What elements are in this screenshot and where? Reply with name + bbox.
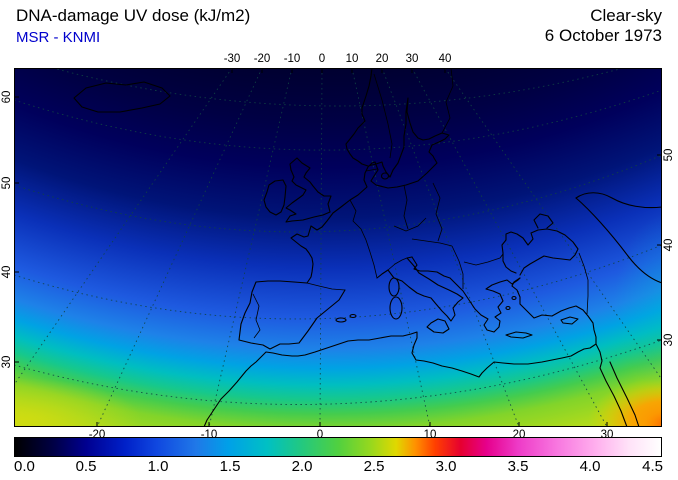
country-borders <box>252 68 589 339</box>
axis-label-left: 60 <box>1 90 13 104</box>
coast-caspian-west <box>575 197 662 284</box>
condition-label: Clear-sky <box>590 6 662 25</box>
coast-corsica <box>388 277 400 297</box>
colorbar-label: 1.5 <box>219 458 241 475</box>
graticule <box>14 68 662 427</box>
axis-ticks <box>14 68 662 427</box>
coast-zealand <box>380 172 390 180</box>
map-border <box>14 68 662 427</box>
colorbar-labels: 0.0 0.5 1.0 1.5 2.0 2.5 3.0 3.5 4.0 4.5 <box>0 458 678 476</box>
coast-sardinia <box>389 296 403 320</box>
colorbar-label: 2.5 <box>363 458 385 475</box>
coast-balkans-greece <box>411 256 521 333</box>
colorbar-label: 4.0 <box>579 458 601 475</box>
colorbar-label: 0.5 <box>75 458 97 475</box>
coast-caspian-north <box>575 192 662 209</box>
axis-label-left: 50 <box>1 176 13 190</box>
colorbar-label: 0.0 <box>14 458 35 475</box>
europe-uv-map <box>14 68 662 427</box>
coast-crete <box>505 331 533 339</box>
coast-sea-of-azov <box>533 213 554 229</box>
coast-aegean-island <box>505 305 511 311</box>
uv-maximum-core <box>644 411 662 427</box>
axis-label-right: 30 <box>663 333 675 347</box>
axis-label-right: 40 <box>663 238 675 252</box>
coast-sicily <box>426 318 450 334</box>
axis-label-right: 50 <box>663 148 675 162</box>
axis-label-top: 40 <box>438 53 452 65</box>
top-axis: -30 -20 -10 0 10 20 30 40 <box>0 53 678 67</box>
yellow-corner-enhancement <box>14 378 142 427</box>
axis-label-left: 40 <box>1 265 13 279</box>
coast-mainland-europe <box>238 68 450 350</box>
colorbar <box>14 437 662 457</box>
coast-italy <box>376 256 464 322</box>
map-frame <box>14 68 662 427</box>
colorbar-label: 3.5 <box>507 458 529 475</box>
axis-label-top: -10 <box>283 53 301 65</box>
coast-cyprus <box>560 316 579 325</box>
date-label: 6 October 1973 <box>544 26 662 45</box>
coast-black-sea <box>501 228 579 276</box>
axis-label-top: 30 <box>405 53 419 65</box>
axis-label-top: 0 <box>318 53 326 65</box>
source-label: MSR - KNMI <box>16 29 101 46</box>
coast-red-sea-west <box>595 343 628 427</box>
uv-maximum-blob <box>588 378 662 427</box>
colorbar-label: 1.0 <box>147 458 169 475</box>
axis-label-top: 20 <box>375 53 389 65</box>
axis-label-bottom: 0 <box>316 429 324 441</box>
cyan-edge-enhancement <box>614 213 662 393</box>
colorbar-label: 4.5 <box>642 458 663 475</box>
coast-red-sea-east <box>609 361 640 427</box>
colorbar-label: 2.0 <box>291 458 313 475</box>
coast-ireland <box>263 179 287 216</box>
axis-label-left: 30 <box>1 355 13 369</box>
uv-dose-field <box>14 68 662 427</box>
axis-label-top: -30 <box>223 53 241 65</box>
coast-aegean-island2 <box>511 295 517 301</box>
axis-label-top: -20 <box>253 53 271 65</box>
coast-mallorca <box>335 317 347 323</box>
coast-anatolia-africa <box>203 277 597 427</box>
colorbar-gradient <box>15 438 661 456</box>
colorbar-label: 3.0 <box>435 458 457 475</box>
axis-label-top: 10 <box>345 53 359 65</box>
coast-iceland <box>73 81 171 113</box>
page-title: DNA-damage UV dose (kJ/m2) <box>16 6 251 25</box>
coast-great-britain <box>285 157 332 223</box>
coast-menorca <box>349 313 357 319</box>
coastlines <box>73 68 662 427</box>
